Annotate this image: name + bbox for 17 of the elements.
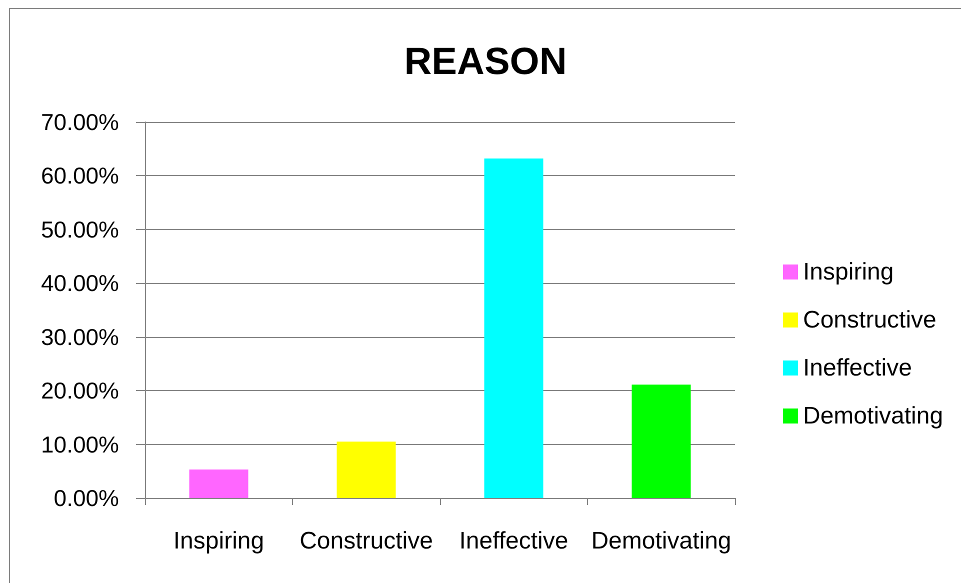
legend-label: Demotivating: [803, 402, 944, 430]
y-tick-label: 10.00%: [40, 431, 119, 458]
y-tick-label: 40.00%: [40, 270, 119, 296]
y-tick-label: 20.00%: [40, 378, 119, 404]
legend-label: Inspiring: [803, 258, 894, 286]
legend-label: Ineffective: [803, 354, 912, 382]
x-tick-label: Constructive: [300, 528, 433, 554]
legend-label: Constructive: [803, 306, 936, 334]
y-tick-label: 0.00%: [54, 485, 119, 511]
chart-title: REASON: [404, 41, 567, 83]
y-tick-label: 60.00%: [40, 162, 119, 189]
y-tick-label: 50.00%: [40, 216, 119, 242]
x-tick-label: Ineffective: [459, 528, 568, 554]
x-tick-label: Inspiring: [173, 528, 264, 554]
y-tick-label: 30.00%: [40, 324, 119, 350]
y-tick-label: 70.00%: [40, 109, 119, 135]
x-tick-label: Demotivating: [591, 528, 732, 554]
